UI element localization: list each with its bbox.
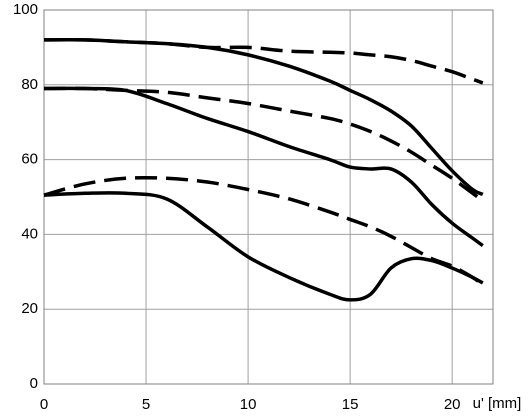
y-tick-label: 100: [13, 1, 38, 18]
plot-border: [43, 9, 494, 385]
x-tick-label: 20: [444, 396, 461, 413]
line-series: [43, 175, 484, 287]
line-series: [43, 86, 484, 203]
x-axis-label: u' [mm]: [473, 395, 522, 412]
line-series: [43, 191, 484, 302]
line-series: [43, 38, 484, 85]
y-tick-label: 60: [21, 151, 38, 168]
line-series: [43, 86, 484, 248]
x-tick-label: 10: [240, 396, 257, 413]
y-tick-label: 0: [30, 375, 38, 392]
y-tick-label: 80: [21, 76, 38, 93]
x-tick-label: 5: [142, 396, 150, 413]
x-tick-label: 15: [342, 396, 359, 413]
y-tick-label: 40: [21, 225, 38, 242]
x-tick-label: 0: [40, 396, 48, 413]
y-tick-label: 20: [21, 300, 38, 317]
